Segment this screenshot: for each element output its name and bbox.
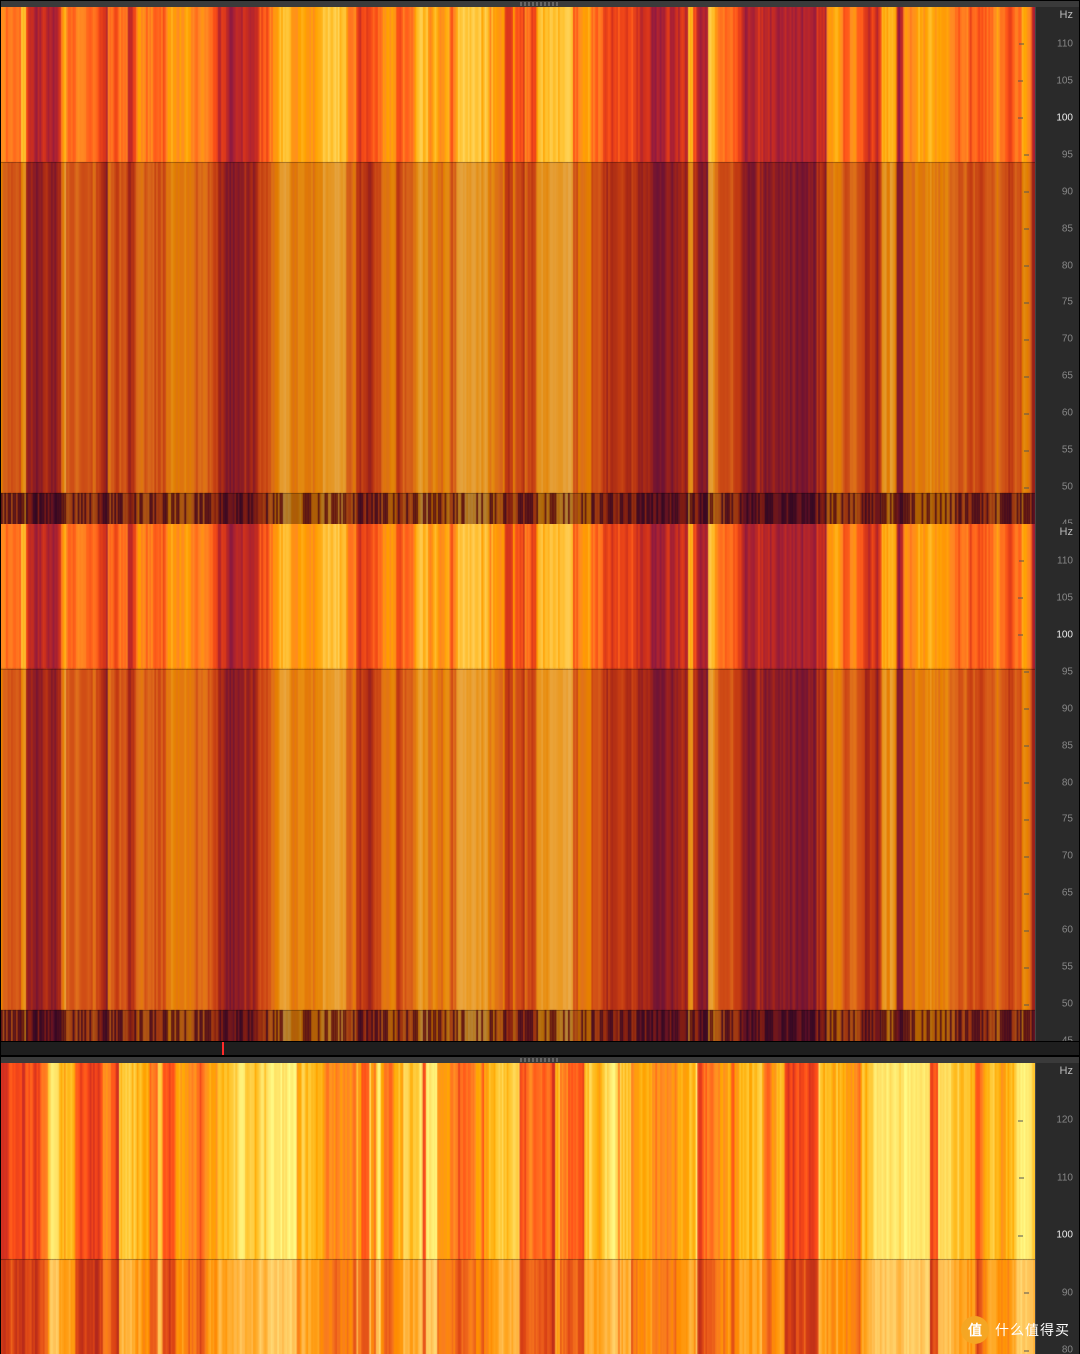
axis-tick: 80: [1062, 777, 1073, 788]
axis-unit-label: Hz: [1060, 526, 1073, 538]
spectrogram-view[interactable]: [1, 1063, 1035, 1354]
axis-tick: 100: [1056, 1230, 1073, 1241]
app-container: Hz1101051009590858075706560555045 Hz1101…: [0, 0, 1080, 1354]
axis-tick: 95: [1062, 666, 1073, 677]
spectrogram-panel: Hz1101051009590858075706560555045: [1, 524, 1079, 1041]
axis-tick: 70: [1062, 334, 1073, 345]
axis-tick: 90: [1062, 703, 1073, 714]
axis-tick: 50: [1062, 482, 1073, 493]
spectrogram-view[interactable]: [1, 524, 1035, 1041]
spectrogram-group-bottom: Hz120110100908070605040 Hz12011010090807…: [0, 1056, 1080, 1354]
playhead-marker[interactable]: [222, 1042, 224, 1055]
drag-grip-icon[interactable]: [520, 2, 560, 6]
axis-tick: 110: [1057, 555, 1073, 566]
axis-tick: 80: [1062, 260, 1073, 271]
axis-tick: 80: [1062, 1345, 1073, 1354]
watermark: 值 什么值得买: [961, 1316, 1070, 1344]
spectrogram-view[interactable]: [1, 7, 1035, 524]
axis-tick: 60: [1062, 408, 1073, 419]
axis-tick: 70: [1062, 851, 1073, 862]
axis-tick: 85: [1062, 223, 1073, 234]
frequency-axis: Hz1101051009590858075706560555045: [1035, 7, 1079, 524]
drag-grip-icon[interactable]: [520, 1058, 560, 1062]
axis-tick: 100: [1056, 629, 1073, 640]
axis-tick: 55: [1062, 445, 1073, 456]
axis-tick: 85: [1062, 740, 1073, 751]
watermark-badge-icon: 值: [961, 1316, 989, 1344]
axis-tick: 65: [1062, 371, 1073, 382]
axis-tick: 65: [1062, 888, 1073, 899]
axis-tick: 105: [1056, 592, 1073, 603]
axis-tick: 95: [1062, 149, 1073, 160]
axis-tick: 50: [1062, 999, 1073, 1010]
timeline-ruler[interactable]: [1, 1041, 1079, 1055]
axis-unit-label: Hz: [1060, 9, 1073, 21]
axis-tick: 60: [1062, 925, 1073, 936]
spectrogram-group-top: Hz1101051009590858075706560555045 Hz1101…: [0, 0, 1080, 1056]
axis-tick: 110: [1057, 1172, 1073, 1183]
axis-unit-label: Hz: [1060, 1065, 1073, 1077]
axis-tick: 75: [1062, 814, 1073, 825]
axis-tick: 55: [1062, 962, 1073, 973]
axis-tick: 90: [1062, 186, 1073, 197]
spectrogram-panel: Hz1101051009590858075706560555045: [1, 7, 1079, 524]
axis-tick: 90: [1062, 1287, 1073, 1298]
watermark-text: 什么值得买: [995, 1320, 1070, 1340]
axis-tick: 110: [1057, 38, 1073, 49]
frequency-axis: Hz120110100908070605040: [1035, 1063, 1079, 1354]
axis-tick: 100: [1056, 112, 1073, 123]
axis-tick: 120: [1056, 1115, 1073, 1126]
frequency-axis: Hz1101051009590858075706560555045: [1035, 524, 1079, 1041]
spectrogram-panel: Hz120110100908070605040: [1, 1063, 1079, 1354]
axis-tick: 75: [1062, 297, 1073, 308]
axis-tick: 105: [1056, 75, 1073, 86]
